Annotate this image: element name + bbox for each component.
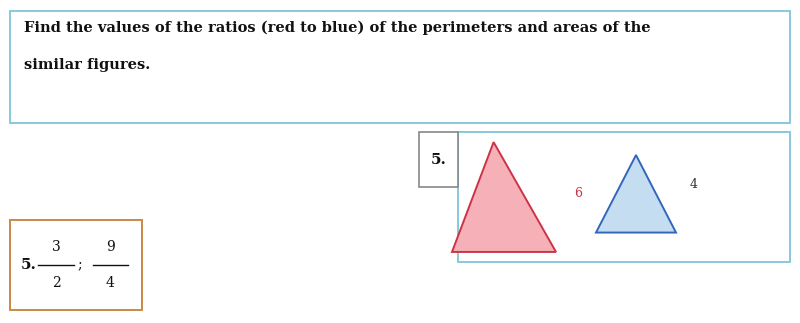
Polygon shape [452,142,556,252]
FancyBboxPatch shape [10,220,142,310]
Text: 9: 9 [106,240,114,254]
Text: ;: ; [78,258,82,272]
Text: 5.: 5. [430,153,446,167]
Text: 6: 6 [574,187,582,200]
FancyBboxPatch shape [458,132,790,262]
Text: 3: 3 [52,240,60,254]
FancyBboxPatch shape [10,11,790,123]
FancyBboxPatch shape [419,132,458,187]
Text: 5.: 5. [21,258,37,272]
Text: similar figures.: similar figures. [24,58,150,72]
Text: 4: 4 [690,178,698,191]
Text: 4: 4 [106,276,115,290]
Text: 2: 2 [52,276,60,290]
Text: Find the values of the ratios (red to blue) of the perimeters and areas of the: Find the values of the ratios (red to bl… [24,21,650,36]
Polygon shape [596,155,676,233]
